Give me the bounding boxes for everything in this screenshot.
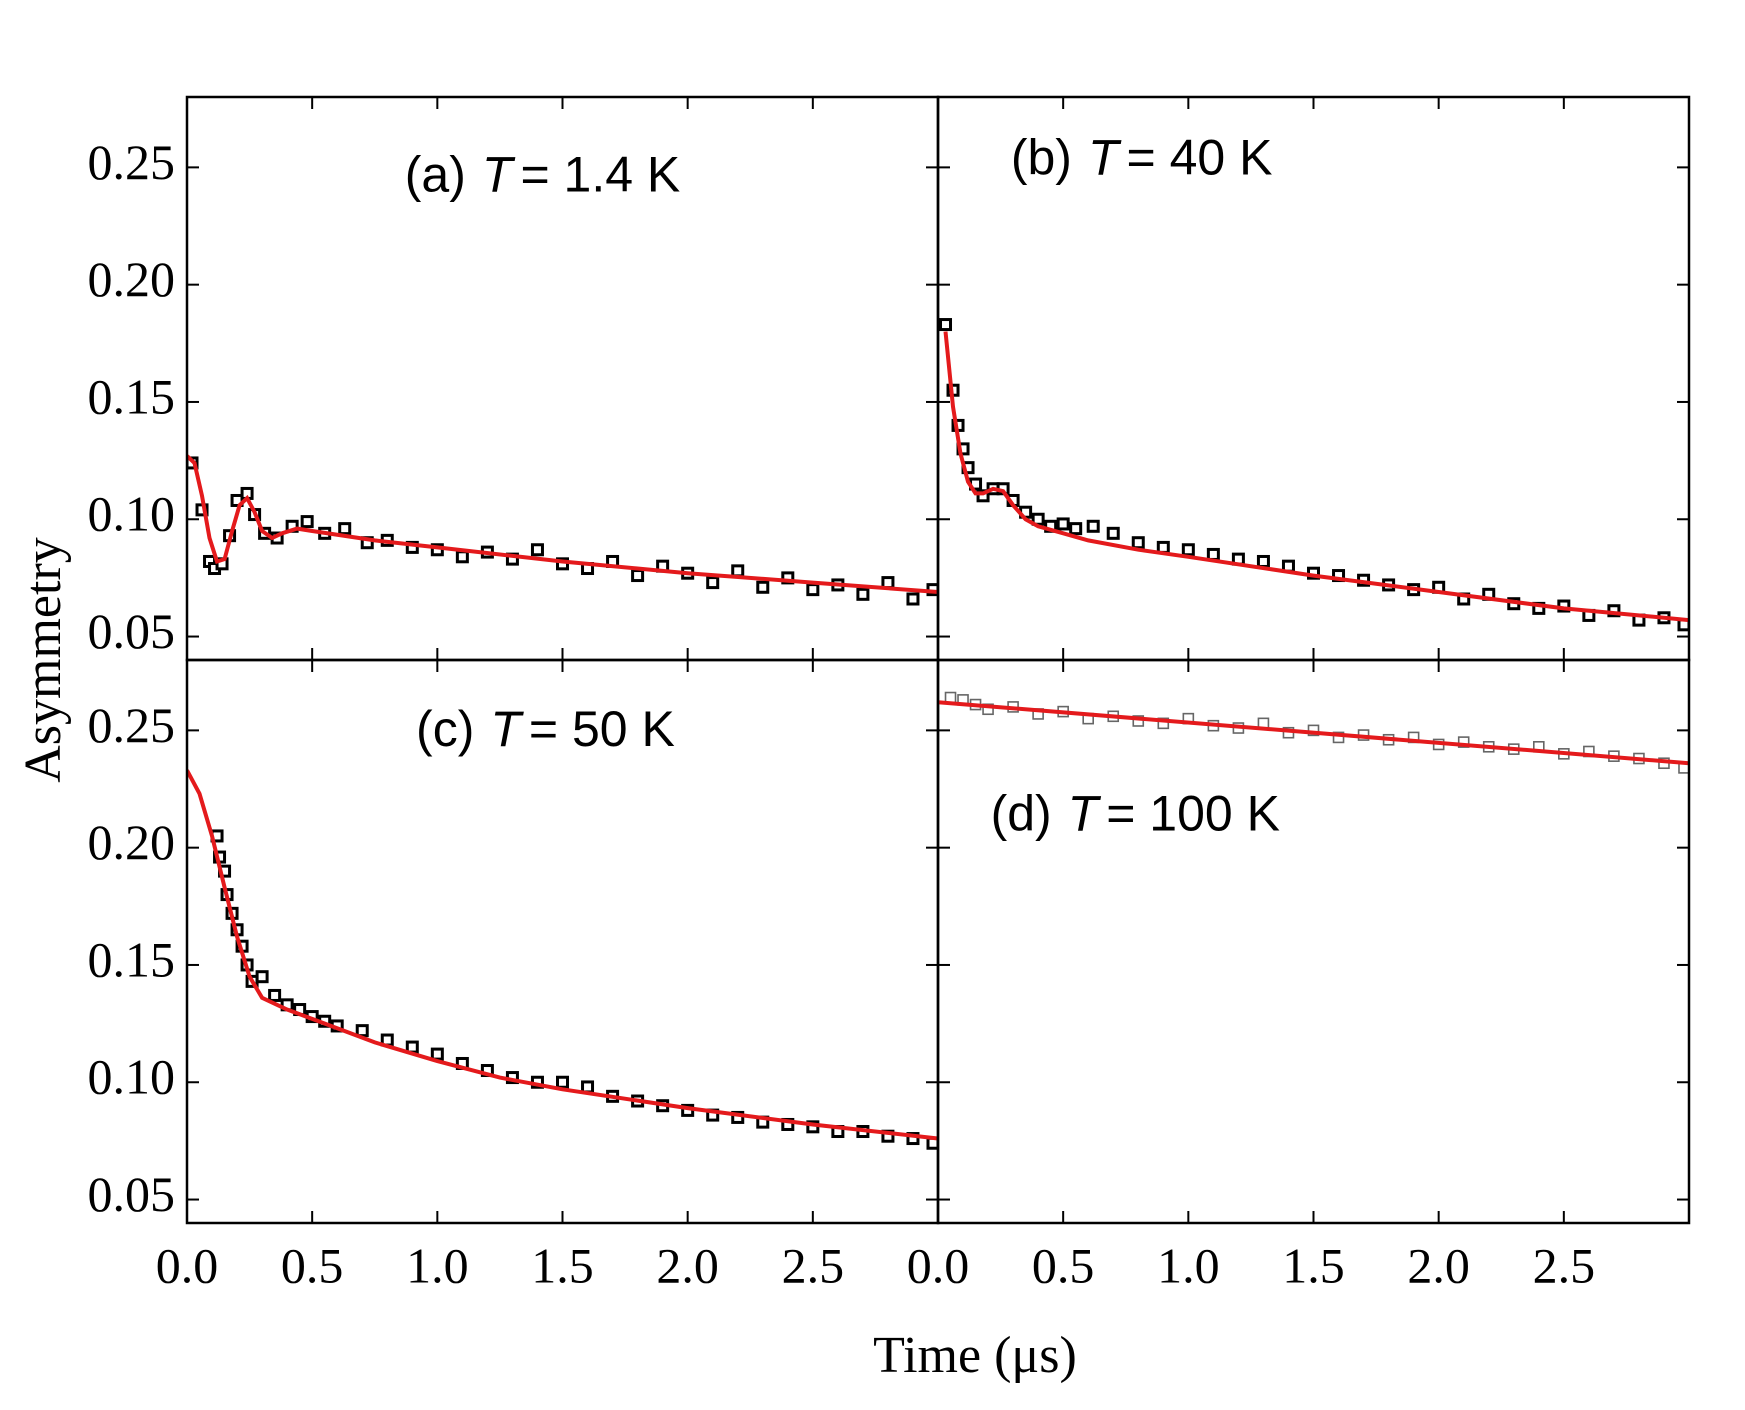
panel-variable: T [490, 701, 524, 757]
x-tick-label: 1.0 [1157, 1237, 1220, 1293]
data-point [781, 571, 795, 585]
data-point [731, 564, 745, 578]
data-point [581, 1080, 595, 1094]
data-point [1206, 547, 1220, 561]
data-point [631, 569, 645, 583]
y-tick-label: 0.05 [88, 1166, 176, 1222]
panel: 0.05 0.10 0.15 0.20 0.25 (a) T = 1.4 K [88, 95, 940, 662]
data-point [1132, 715, 1145, 727]
data-point [1086, 519, 1100, 533]
x-tick-label: 2.0 [656, 1237, 719, 1293]
data-point [939, 318, 953, 332]
x-tick-label: 1.0 [406, 1237, 469, 1293]
plot-area [939, 318, 1689, 632]
data-point [1181, 543, 1195, 557]
panel-condition: = 100 K [1106, 786, 1280, 842]
panel-variable: T [1088, 130, 1122, 186]
data-point [338, 522, 352, 536]
fit-line [938, 700, 1689, 766]
panel-label: (c) [416, 701, 474, 757]
fit-line [187, 454, 938, 594]
panel-label: (b) [1011, 130, 1072, 186]
x-tick-label: 1.5 [531, 1237, 594, 1293]
data-point [268, 988, 282, 1002]
x-tick-label: 0.5 [1032, 1237, 1095, 1293]
data-point [706, 576, 720, 590]
y-tick-label: 0.20 [88, 251, 176, 307]
data-point [455, 550, 469, 564]
fit-line [187, 769, 938, 1141]
x-axis-label: Time (μs) [873, 1327, 1077, 1384]
panel-variable: T [482, 147, 516, 203]
x-tick-label: 2.0 [1407, 1237, 1470, 1293]
data-point [856, 587, 870, 601]
data-point [530, 543, 544, 557]
y-tick-label: 0.05 [88, 603, 176, 659]
panel-condition: = 1.4 K [520, 147, 680, 203]
y-axis-label: Asymmetry [15, 537, 72, 783]
panel-title: (b) T = 40 K [1011, 130, 1273, 186]
x-tick-label: 2.5 [1533, 1237, 1596, 1293]
data-point [1069, 522, 1083, 536]
x-tick-label: 1.5 [1282, 1237, 1345, 1293]
data-point [1131, 536, 1145, 550]
panel-label: (d) [991, 786, 1052, 842]
data-point [976, 489, 990, 503]
data-point [1457, 736, 1470, 748]
panel: 0.0 0.5 1.0 1.5 2.0 2.5 (d) T = 100 K [907, 658, 1691, 1293]
x-tick-label: 2.5 [782, 1237, 845, 1293]
y-tick-label: 0.20 [88, 814, 176, 870]
y-tick-label: 0.15 [88, 368, 176, 424]
data-point [1332, 731, 1345, 744]
panel-title: (c) T = 50 K [416, 701, 675, 757]
data-point [806, 583, 820, 597]
y-tick-label: 0.10 [88, 486, 176, 542]
panel-condition: = 40 K [1127, 130, 1273, 186]
panel-condition: = 50 K [529, 701, 675, 757]
y-tick-label: 0.15 [88, 931, 176, 987]
panel: (b) T = 40 K [936, 95, 1691, 662]
panel-title: (d) T = 100 K [991, 786, 1280, 842]
plot-area [938, 691, 1689, 774]
data-point [756, 580, 770, 594]
data-point [405, 540, 419, 554]
y-tick-label: 0.25 [88, 134, 176, 190]
fit-line [943, 331, 1689, 623]
data-point [255, 970, 269, 984]
panel-variable: T [1068, 786, 1102, 842]
data-point [1157, 717, 1170, 730]
plot-area [187, 769, 938, 1150]
data-point [430, 1047, 444, 1061]
panel-title: (a) T = 1.4 K [405, 147, 681, 203]
data-point [1256, 554, 1270, 568]
panel: 0.05 0.10 0.15 0.20 0.25 0.0 0.5 1.0 1.5 2.0 2.5 (c… [88, 658, 940, 1293]
panel-frame [936, 658, 1691, 1225]
x-tick-label: 0.0 [907, 1237, 970, 1293]
data-point [731, 1110, 745, 1124]
data-point [1106, 526, 1120, 540]
y-tick-label: 0.10 [88, 1049, 176, 1105]
data-point [906, 1132, 920, 1146]
data-point [556, 1075, 569, 1089]
plot-area [187, 454, 938, 606]
data-point [906, 592, 920, 606]
x-tick-label: 0.0 [156, 1237, 219, 1293]
y-tick-label: 0.25 [88, 697, 176, 753]
data-point [355, 1024, 369, 1038]
panel-label: (a) [405, 147, 466, 203]
x-tick-label: 0.5 [281, 1237, 344, 1293]
data-point [300, 515, 314, 529]
data-point [1056, 517, 1070, 531]
